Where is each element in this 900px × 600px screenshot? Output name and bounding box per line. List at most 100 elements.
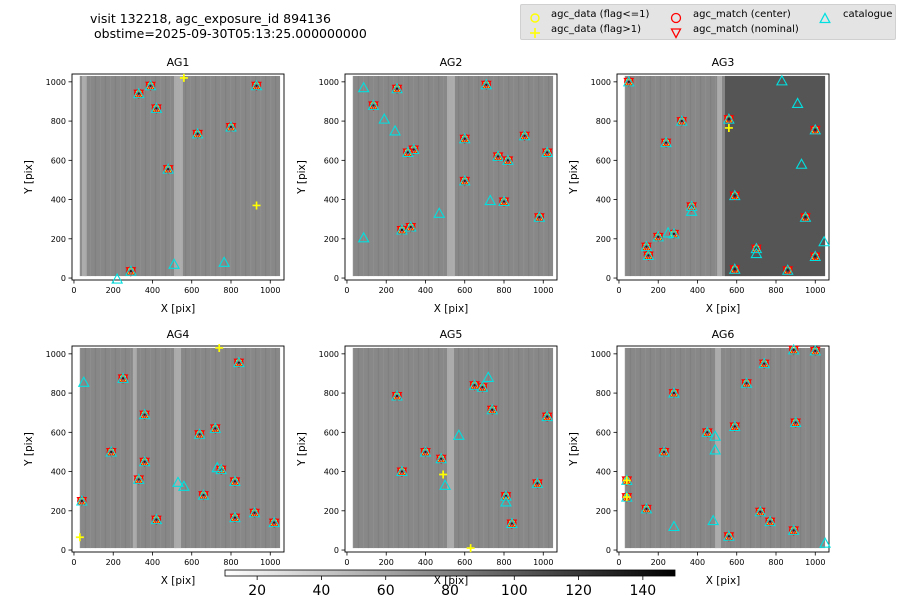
catalogue-point bbox=[728, 420, 741, 431]
agc-data-flagged-point bbox=[622, 476, 631, 485]
star-core bbox=[149, 84, 152, 87]
y-tick-label: 400 bbox=[324, 196, 339, 205]
detector-column-texture bbox=[260, 75, 262, 277]
catalogue-point bbox=[764, 515, 776, 527]
catalogue-point bbox=[518, 129, 531, 141]
catalogue-point bbox=[707, 514, 720, 526]
catalogue-point bbox=[652, 230, 665, 242]
star-core bbox=[814, 255, 817, 258]
x-tick-label: 200 bbox=[379, 558, 394, 567]
detector-column-texture bbox=[795, 347, 797, 549]
detector-column-texture bbox=[270, 347, 272, 549]
detector-column-texture bbox=[357, 75, 360, 277]
panel-ag1: AG1 0 200 400 600 800 1000 0 200 400 600 800 1000 X [… bbox=[23, 56, 285, 315]
catalogue-point bbox=[685, 205, 698, 216]
detector-column-texture bbox=[709, 75, 712, 277]
detector-column-texture bbox=[629, 347, 632, 549]
agc-match-nominal-point bbox=[251, 81, 262, 92]
detector-column-texture bbox=[639, 347, 642, 549]
star-core bbox=[502, 200, 506, 203]
agc-match-nominal-point bbox=[541, 148, 553, 158]
x-tick-label: 0 bbox=[71, 286, 76, 295]
catalogue-point bbox=[367, 99, 380, 110]
catalogue-point bbox=[197, 489, 210, 500]
detector-column-texture bbox=[754, 347, 757, 549]
x-tick-label: 600 bbox=[729, 286, 744, 295]
x-tick-label: 400 bbox=[418, 286, 433, 295]
detector-column-texture bbox=[815, 347, 817, 549]
detector-column-texture bbox=[699, 347, 702, 549]
catalogue-point bbox=[419, 445, 432, 457]
star-core bbox=[196, 132, 199, 136]
legend-label-match-center: agc_match (center) bbox=[693, 9, 791, 20]
star-core bbox=[814, 128, 817, 132]
y-tick-label: 0 bbox=[334, 274, 339, 283]
catalogue-point bbox=[378, 112, 391, 124]
y-tick-label: 800 bbox=[324, 389, 339, 398]
detector-column-texture bbox=[352, 347, 355, 549]
agc-match-nominal-point bbox=[800, 213, 811, 223]
figure-title-line-2: obstime=2025-09-30T05:13:25.000000000 bbox=[94, 26, 367, 41]
y-tick-label: 400 bbox=[324, 468, 339, 477]
detector-column-texture bbox=[472, 347, 475, 549]
panel-title: AG4 bbox=[167, 328, 190, 341]
colorbar-tick-label: 80 bbox=[441, 583, 459, 599]
agc-match-nominal-point bbox=[751, 244, 762, 255]
detector-column-texture bbox=[543, 75, 545, 277]
detector-column-texture bbox=[785, 347, 787, 549]
star-core bbox=[786, 268, 789, 272]
agc-match-nominal-point bbox=[758, 359, 770, 370]
catalogue-point bbox=[531, 477, 544, 488]
agc-data-flagged-point bbox=[439, 470, 448, 479]
star-core bbox=[406, 151, 410, 154]
catalogue-point bbox=[758, 357, 771, 369]
catalogue-point bbox=[150, 513, 163, 525]
colorbar-tick-label: 140 bbox=[629, 583, 657, 599]
detector-column-texture bbox=[634, 347, 637, 549]
detector-column-texture bbox=[493, 75, 495, 277]
detector-column-texture bbox=[472, 75, 475, 277]
star-core bbox=[491, 408, 494, 411]
catalogue-point bbox=[795, 158, 808, 169]
detector-column-texture bbox=[548, 347, 550, 549]
detector-column-texture bbox=[124, 347, 127, 549]
x-tick-label: 0 bbox=[71, 558, 76, 567]
star-core bbox=[538, 216, 541, 219]
detector-column-texture bbox=[129, 347, 132, 549]
detector-column-texture bbox=[427, 75, 430, 277]
detector-column-texture bbox=[220, 347, 222, 549]
catalogue-point bbox=[541, 410, 554, 422]
agc-match-nominal-point bbox=[391, 392, 403, 402]
detector-column-texture bbox=[513, 347, 515, 549]
detector-bright-stripe bbox=[715, 347, 722, 549]
detector-column-texture bbox=[533, 347, 535, 549]
x-tick-label: 600 bbox=[457, 558, 472, 567]
catalogue-point bbox=[75, 494, 88, 506]
detector-column-texture bbox=[220, 75, 222, 277]
star-core bbox=[664, 141, 668, 144]
star-core bbox=[214, 427, 217, 430]
star-core bbox=[155, 107, 158, 110]
panel-ag6: AG6 0 200 400 600 800 1000 0 200 400 600 800 1000 X [… bbox=[568, 328, 832, 587]
detector-column-texture bbox=[694, 75, 697, 277]
star-core bbox=[733, 268, 736, 271]
x-axis-label: X [pix] bbox=[706, 575, 741, 587]
catalogue-point bbox=[662, 226, 674, 238]
star-core bbox=[672, 232, 676, 236]
catalogue-point bbox=[401, 146, 414, 157]
star-core bbox=[395, 394, 399, 398]
detector-column-texture bbox=[265, 75, 267, 277]
catalogue-point bbox=[723, 113, 735, 124]
detector-column-texture bbox=[624, 75, 627, 277]
agc-match-nominal-point bbox=[435, 454, 447, 465]
detector-column-texture bbox=[139, 75, 142, 277]
star-core bbox=[496, 155, 500, 158]
agc-match-nominal-point bbox=[676, 117, 688, 127]
detector-bright-stripe bbox=[717, 75, 723, 277]
x-tick-label: 800 bbox=[768, 286, 783, 295]
agc-match-nominal-point bbox=[660, 138, 672, 149]
detector-column-texture bbox=[770, 347, 772, 549]
detector-column-texture bbox=[84, 347, 87, 549]
agc-match-nominal-point bbox=[809, 125, 821, 136]
detector-column-texture bbox=[689, 75, 692, 277]
